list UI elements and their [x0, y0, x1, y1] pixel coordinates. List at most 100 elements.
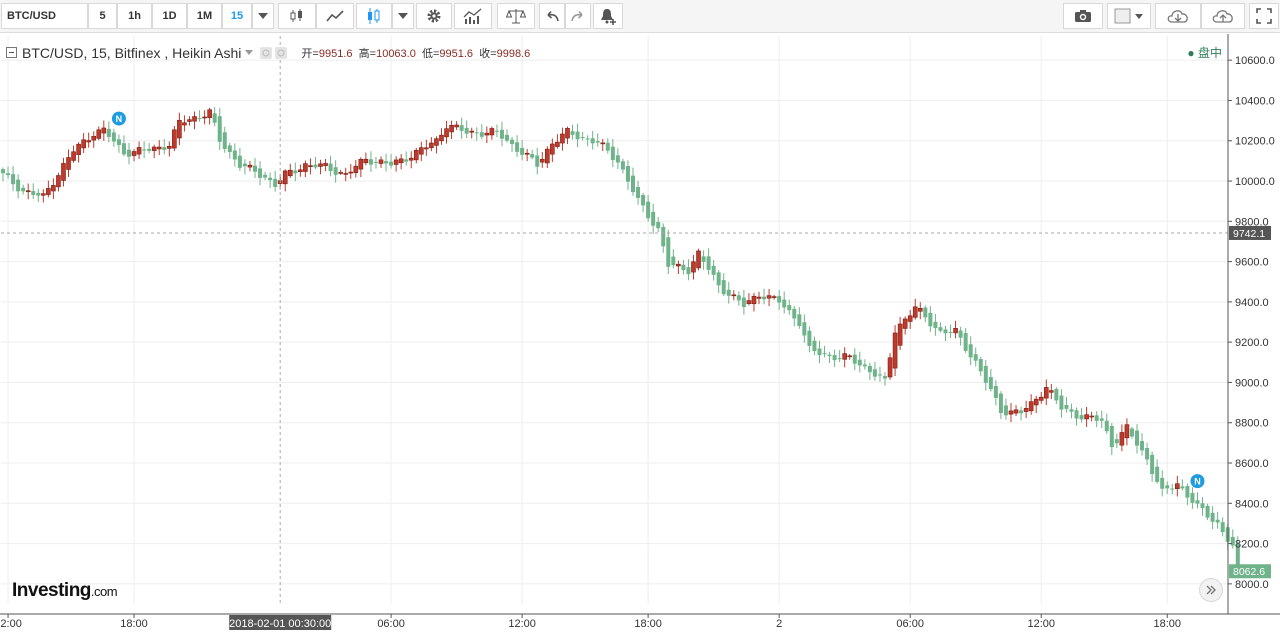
candle-body	[867, 365, 872, 373]
candle-body	[948, 331, 953, 333]
news-marker-circle[interactable]	[1190, 474, 1205, 489]
layout-button[interactable]	[1107, 3, 1151, 29]
redo-button[interactable]	[565, 3, 591, 29]
indicators-icon	[463, 8, 482, 24]
interval-1h-button[interactable]: 1h	[117, 3, 152, 29]
candle-body	[787, 305, 792, 311]
candle-body	[510, 139, 515, 145]
layout-icon	[1114, 8, 1143, 24]
candle-body	[580, 137, 585, 139]
candle-body	[928, 312, 933, 327]
style-dropdown-button[interactable]	[392, 3, 414, 29]
candle-body	[182, 122, 187, 126]
candle-body	[398, 158, 404, 164]
candle-body	[1165, 485, 1170, 489]
interval-15-button[interactable]: 15	[222, 3, 252, 29]
news-marker[interactable]: N	[111, 111, 126, 126]
candle-body	[524, 152, 530, 155]
chevron-down-icon[interactable]	[245, 50, 255, 56]
candle-body	[389, 161, 394, 166]
time-tick-label: 12:00	[508, 618, 536, 630]
candle-body	[560, 133, 565, 144]
candle-body	[96, 129, 102, 139]
interval-dropdown-button[interactable]	[252, 3, 274, 29]
candle-body	[1200, 503, 1205, 509]
candle-body	[817, 348, 822, 356]
candle-body	[136, 147, 142, 155]
news-marker-label[interactable]: N	[116, 114, 123, 124]
news-marker[interactable]: N	[1190, 474, 1205, 489]
candle-body	[1043, 387, 1049, 399]
news-marker-label[interactable]: N	[1194, 477, 1201, 487]
candle-body	[106, 128, 111, 137]
candle-body	[1049, 390, 1054, 393]
candle-body	[978, 359, 983, 372]
save-layout-button[interactable]	[1201, 3, 1245, 29]
snapshot-button[interactable]	[1063, 3, 1103, 29]
candle-body	[1094, 415, 1099, 421]
candle-body	[691, 261, 696, 273]
candle-body	[983, 365, 988, 383]
candle-body	[782, 299, 787, 308]
candle-body	[656, 221, 661, 229]
price-tick-label: 10600.0	[1235, 55, 1275, 67]
candle-body	[968, 344, 973, 358]
candle-body	[1195, 500, 1200, 504]
interval-1m-button[interactable]: 1M	[187, 3, 222, 29]
alert-button[interactable]	[593, 3, 623, 29]
candle-style-icon	[290, 9, 302, 22]
candle-body	[1145, 448, 1150, 460]
alert-icon	[601, 9, 616, 25]
compare-button[interactable]	[497, 3, 535, 29]
scroll-to-realtime-button[interactable]	[1199, 578, 1223, 602]
candle-body	[1023, 408, 1029, 412]
news-markers[interactable]: NN	[111, 111, 1205, 489]
candlestick-style-button[interactable]	[356, 3, 392, 29]
dropdown-icon	[398, 13, 408, 19]
collapse-legend-icon[interactable]	[6, 47, 18, 59]
fullscreen-icon	[1256, 8, 1272, 24]
candle-body	[368, 159, 373, 165]
price-tick-label: 9200.0	[1235, 337, 1269, 349]
candle-body	[338, 172, 343, 174]
candle-body	[706, 256, 711, 270]
news-marker-circle[interactable]	[111, 111, 126, 126]
price-tick-label: 8800.0	[1235, 418, 1269, 430]
line-style-button[interactable]	[316, 3, 354, 29]
load-layout-button[interactable]	[1155, 3, 1201, 29]
candle-body	[444, 128, 449, 138]
candle-body	[872, 369, 877, 377]
candle-body	[1175, 483, 1180, 490]
candle-body	[242, 163, 247, 167]
candle-body	[641, 195, 646, 206]
candle-body	[897, 323, 903, 346]
fullscreen-button[interactable]	[1249, 3, 1279, 29]
price-tick-label: 9600.0	[1235, 257, 1269, 269]
symbol-selector[interactable]: BTC/USD	[1, 3, 88, 29]
candle-body	[25, 190, 31, 193]
candle-body	[726, 289, 731, 296]
indicators-button[interactable]	[454, 3, 492, 29]
interval-1d-button[interactable]: 1D	[152, 3, 187, 29]
candle-body	[1054, 388, 1059, 401]
settings-button[interactable]	[416, 3, 452, 29]
candle-body	[852, 354, 857, 364]
candle-body	[651, 211, 656, 226]
candle-body	[762, 296, 767, 300]
visibility-settings-icon[interactable]	[259, 46, 289, 60]
candle-body	[646, 201, 651, 219]
crosshair-time-label: 2018-02-01 00:30:00	[229, 618, 331, 630]
undo-button[interactable]	[539, 3, 565, 29]
interval-5-button[interactable]: 5	[88, 3, 117, 29]
candle-body	[479, 132, 484, 137]
candle-body	[46, 188, 51, 195]
price-chart[interactable]: NN 8000.08200.08400.08600.08800.09000.09…	[0, 34, 1280, 630]
time-tick-label: 12:00	[1027, 618, 1055, 630]
candle-body	[202, 116, 207, 119]
bar-style-button[interactable]	[278, 3, 316, 29]
candle-body	[912, 306, 918, 318]
candle-body	[419, 147, 424, 155]
compare-icon	[506, 9, 526, 24]
last-price-badge	[1229, 564, 1271, 579]
